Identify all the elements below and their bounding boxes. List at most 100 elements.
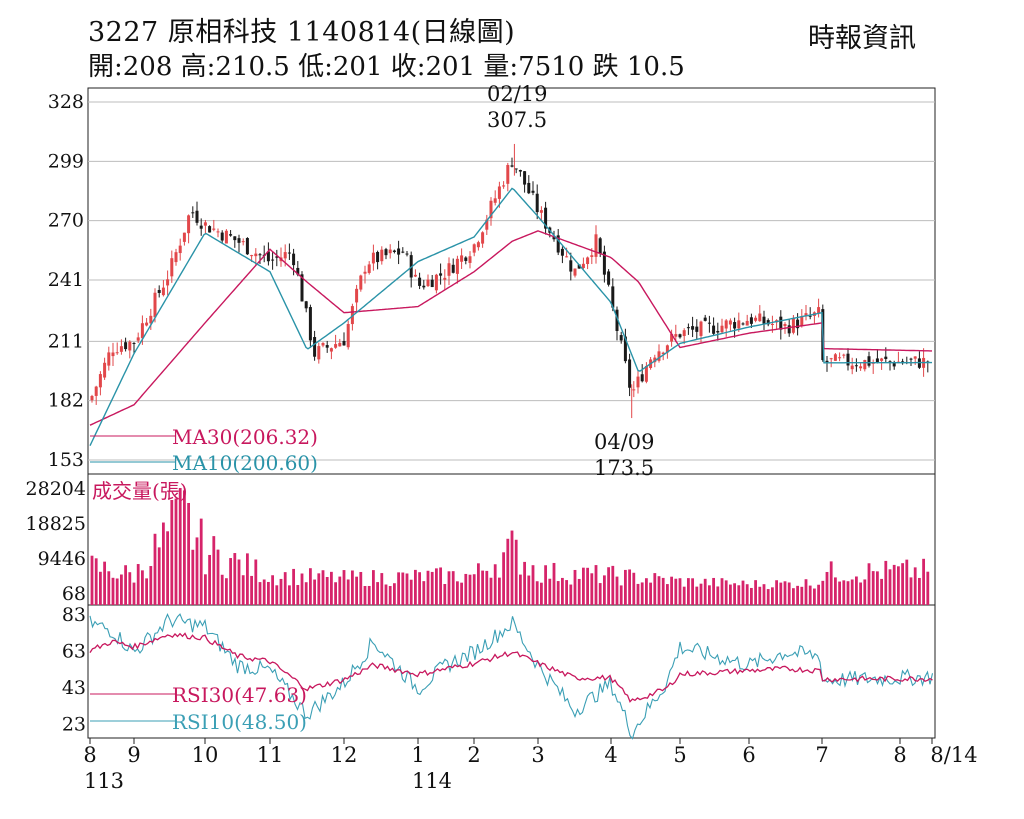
volume-bar	[233, 553, 237, 605]
candle-body	[804, 313, 808, 317]
candle-body	[397, 248, 401, 255]
candle-body	[338, 342, 342, 347]
candle-body	[115, 352, 119, 354]
candle-body	[909, 358, 913, 360]
volume-bar	[687, 578, 690, 605]
candle-body	[859, 366, 863, 369]
volume-bar	[905, 559, 909, 605]
volume-bar	[199, 518, 203, 605]
volume-bar	[863, 579, 867, 605]
volume-bar	[691, 578, 694, 605]
candle-body	[758, 313, 762, 322]
candle-body	[842, 354, 846, 356]
volume-bar	[657, 576, 661, 605]
volume-bar	[590, 573, 594, 605]
candle-body	[594, 234, 598, 257]
candle-body	[728, 320, 732, 325]
volume-bar	[796, 585, 799, 605]
candle-body	[380, 249, 384, 262]
volume-tick-label: 9446	[38, 548, 86, 570]
candle-body	[136, 337, 140, 341]
volume-bar	[766, 589, 770, 605]
volume-bar	[754, 580, 757, 605]
candle-body	[544, 207, 548, 229]
volume-bar	[855, 576, 858, 605]
volume-bar	[254, 559, 258, 605]
volume-bar	[640, 582, 644, 605]
candle-body	[392, 250, 396, 252]
volume-bar	[258, 582, 262, 605]
volume-bar	[363, 585, 367, 605]
candle-body	[241, 241, 245, 243]
candle-body	[245, 238, 249, 255]
candle-body	[733, 322, 737, 329]
rsi-tick-label: 43	[62, 677, 86, 699]
volume-bar	[208, 554, 211, 605]
volume-bar	[901, 563, 904, 605]
volume-bar	[750, 587, 753, 605]
candle-body	[90, 395, 94, 401]
candle-body	[199, 225, 203, 229]
candle-body	[119, 346, 123, 352]
candle-body	[716, 330, 720, 333]
volume-bar	[561, 577, 564, 605]
candle-body	[766, 320, 770, 325]
candle-body	[720, 325, 724, 333]
candle-body	[682, 330, 686, 337]
volume-tick-label: 68	[62, 583, 86, 605]
candle-body	[741, 323, 745, 325]
volume-bar	[275, 585, 279, 605]
volume-bar	[880, 578, 883, 605]
volume-bar	[94, 558, 98, 605]
volume-bar	[401, 572, 405, 605]
volume-bar	[804, 579, 808, 605]
candle-body	[825, 360, 829, 363]
candle-body	[128, 341, 132, 351]
candle-body	[762, 316, 766, 324]
candle-body	[565, 256, 569, 258]
candle-body	[502, 185, 506, 187]
volume-bar	[628, 569, 631, 605]
candle-body	[418, 277, 422, 286]
volume-bar	[304, 582, 308, 605]
volume-bar	[321, 570, 325, 605]
volume-bar	[241, 575, 245, 605]
candle-body	[523, 171, 527, 185]
candle-body	[535, 193, 539, 213]
volume-bar	[90, 555, 94, 605]
candle-body	[598, 238, 602, 254]
x-tick-label: 8	[893, 743, 906, 767]
candle-body	[493, 198, 497, 203]
volume-bar	[876, 571, 879, 605]
volume-bar	[674, 578, 678, 605]
volume-bar	[649, 582, 652, 605]
low-value-label: 173.5	[594, 456, 654, 480]
volume-bar	[447, 571, 451, 605]
candle-body	[224, 230, 228, 244]
volume-bar	[678, 578, 682, 605]
candle-body	[300, 274, 304, 302]
volume-bar	[922, 558, 925, 605]
volume-bars	[90, 488, 930, 605]
year-tick-label: 113	[84, 769, 124, 793]
candle-body	[787, 325, 791, 334]
candle-body	[590, 255, 594, 257]
volume-bar	[267, 581, 270, 605]
candle-body	[623, 336, 627, 362]
candle-body	[283, 252, 287, 259]
chart-title: 3227 原相科技 1140814(日線圖)	[88, 17, 516, 48]
candle-body	[800, 316, 804, 327]
candle-body	[111, 352, 115, 357]
volume-bar	[128, 572, 132, 605]
volume-bar	[170, 499, 174, 605]
candle-body	[371, 252, 375, 264]
candle-body	[191, 212, 195, 214]
volume-bar	[489, 577, 493, 605]
high-date-label: 02/19	[487, 82, 548, 106]
volume-bar	[506, 538, 510, 605]
candle-body	[149, 315, 153, 324]
volume-bar	[712, 577, 715, 605]
candle-body	[187, 215, 191, 234]
year-tick-label: 114	[412, 769, 452, 793]
